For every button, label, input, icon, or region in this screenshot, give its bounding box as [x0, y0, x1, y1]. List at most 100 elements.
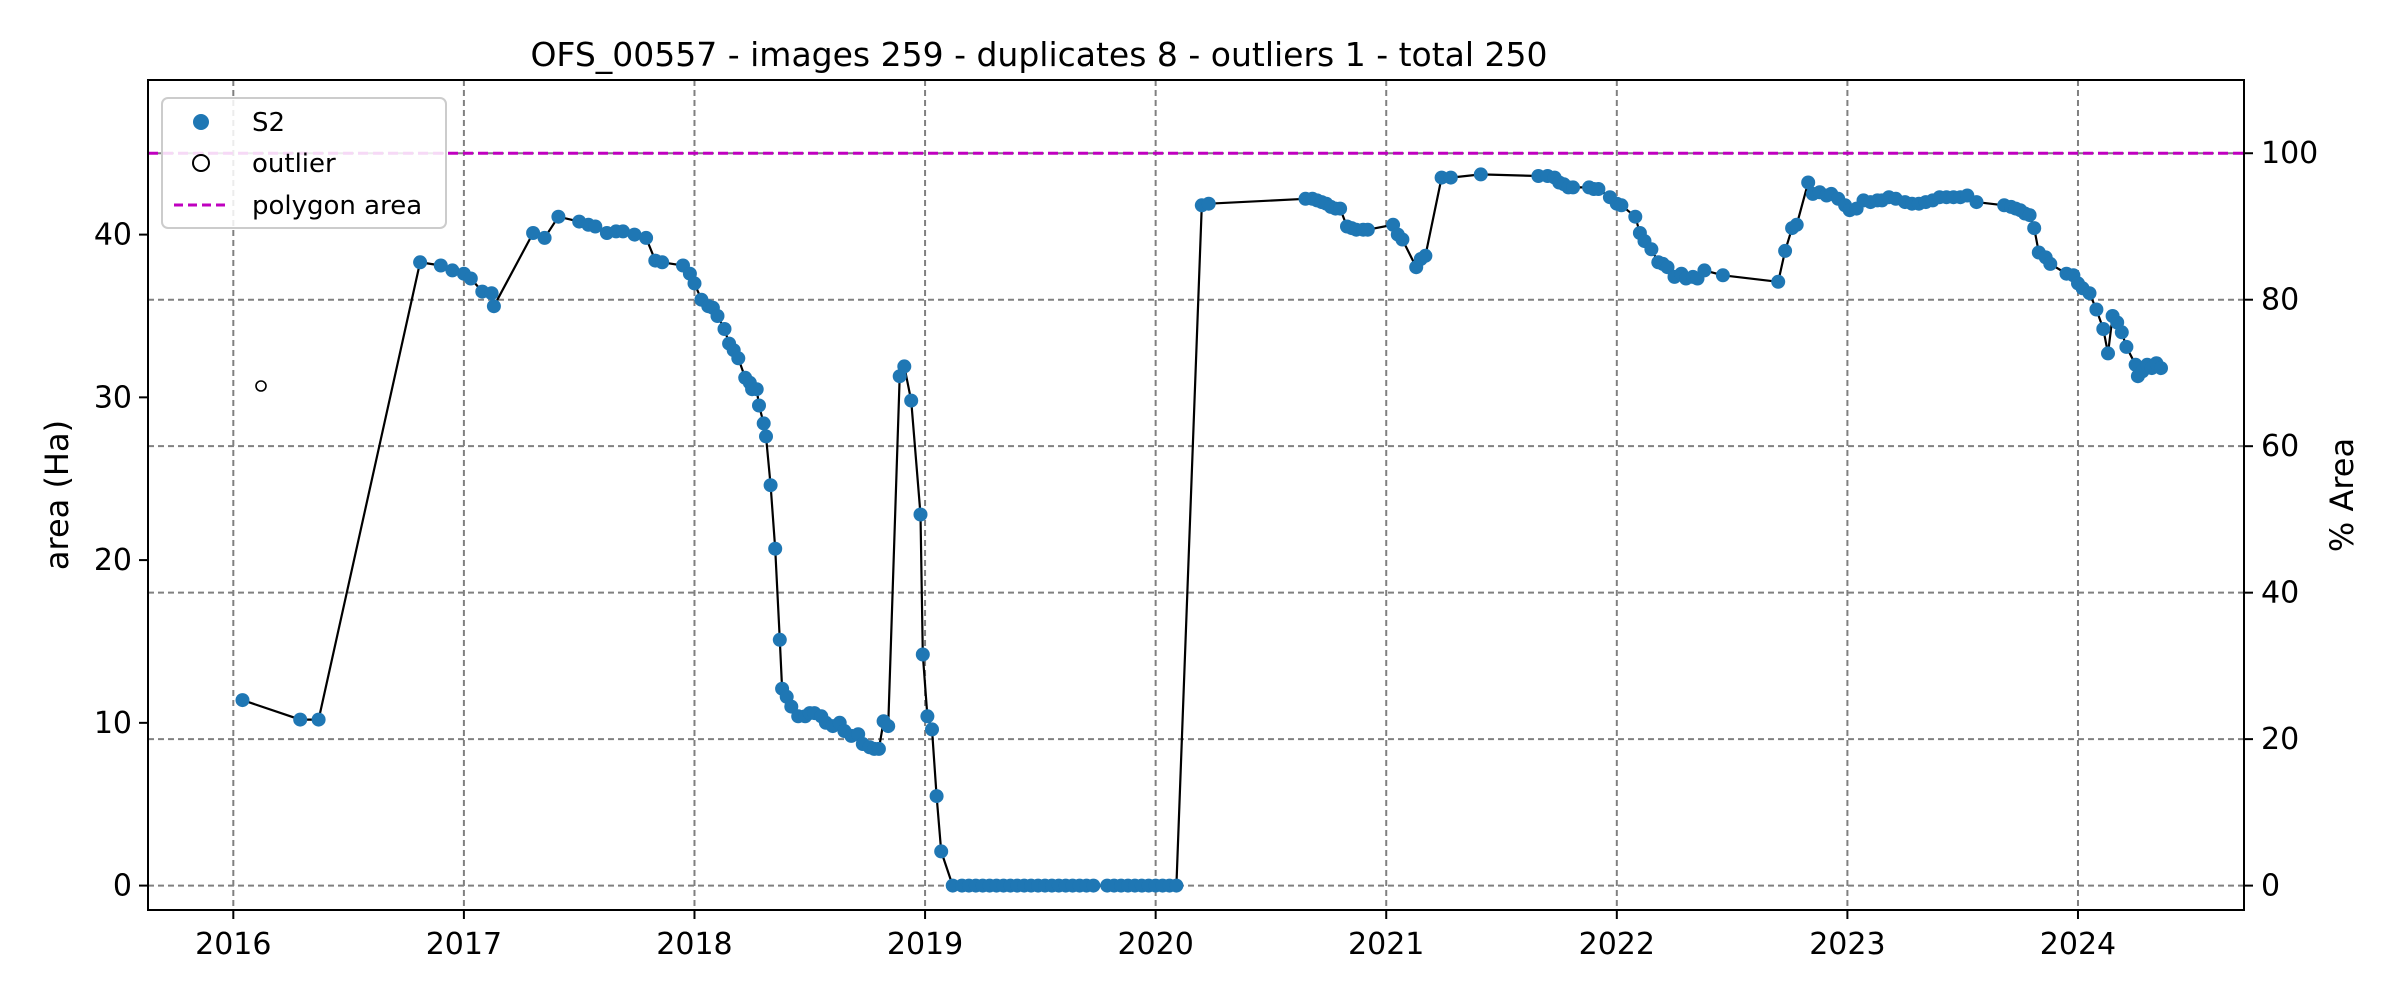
data-point: [759, 429, 773, 444]
data-point: [1628, 209, 1643, 224]
data-point: [1801, 175, 1816, 190]
data-point: [731, 351, 746, 366]
data-point: [2027, 221, 2042, 236]
y2-tick-label: 80: [2261, 283, 2299, 318]
data-point: [710, 309, 725, 323]
y-tick-label: 40: [94, 218, 132, 253]
x-tick-label: 2016: [195, 927, 271, 962]
data-point: [235, 693, 250, 708]
data-point: [763, 478, 778, 493]
data-point: [616, 224, 630, 239]
data-point: [1771, 274, 1786, 289]
data-point: [1201, 196, 1216, 211]
data-point: [311, 712, 326, 727]
y2-tick-label: 100: [2261, 136, 2318, 171]
data-point: [717, 322, 732, 336]
data-point: [772, 632, 787, 647]
x-tick-label: 2024: [2040, 927, 2116, 962]
data-point: [537, 230, 552, 245]
data-point: [913, 507, 928, 522]
legend-label-polygon: polygon area: [252, 191, 422, 221]
series-line: [242, 173, 2162, 887]
data-point: [752, 398, 766, 413]
data-point: [2096, 322, 2111, 336]
x-tick-label: 2020: [1117, 927, 1193, 962]
plot-frame: [147, 79, 2245, 911]
data-point: [1644, 242, 1659, 257]
data-point: [2154, 361, 2168, 376]
y2-tick-label: 0: [2261, 869, 2280, 904]
x-tick-label: 2019: [887, 927, 963, 962]
data-point: [1697, 263, 1712, 278]
y-tick-label: 0: [113, 869, 132, 904]
data-point: [934, 844, 949, 859]
data-point: [2089, 302, 2104, 317]
data-point: [881, 719, 896, 734]
data-point: [929, 789, 944, 804]
data-point: [1614, 198, 1629, 213]
data-point: [1418, 248, 1433, 263]
x-axis: 2016 2017 2018 2019 2020 2021 2022 2023 2024: [195, 910, 2116, 962]
y-tick-label: 20: [94, 543, 132, 578]
data-point: [1591, 182, 1606, 196]
x-tick-label: 2023: [1809, 927, 1885, 962]
chart-title: OFS_00557 - images 259 - duplicates 8 - …: [530, 35, 1547, 74]
data-point: [463, 271, 478, 286]
data-point: [2022, 208, 2037, 223]
data-point: [526, 226, 541, 240]
data-point: [1778, 243, 1793, 258]
data-point: [871, 741, 886, 756]
x-tick-label: 2018: [656, 927, 732, 962]
data-point: [1360, 222, 1375, 237]
legend-box: [161, 97, 447, 229]
data-point: [925, 722, 939, 737]
data-point: [1473, 167, 1488, 182]
legend-marker-s2: [193, 114, 209, 130]
legend-marker-outlier: [192, 154, 210, 172]
data-point: [627, 227, 642, 242]
data-point: [897, 359, 912, 374]
y-axis-right: 0 20 40 60 80 100: [2244, 136, 2318, 904]
x-tick-label: 2017: [426, 927, 502, 962]
data-point: [2082, 286, 2097, 301]
data-point: [639, 230, 654, 245]
data-point: [655, 255, 670, 270]
grid: [148, 80, 2244, 910]
data-point: [484, 286, 499, 301]
legend-label-outlier: outlier: [252, 149, 336, 179]
data-point: [2114, 325, 2129, 340]
data-point: [1566, 180, 1580, 195]
data-point: [433, 258, 448, 273]
legend: S2 outlier polygon area: [161, 97, 447, 229]
outlier-points: [255, 380, 267, 392]
data-point: [2119, 339, 2134, 354]
data-point: [1660, 260, 1675, 275]
y2-tick-label: 60: [2261, 429, 2299, 464]
data-point: [2043, 256, 2058, 271]
data-point: [486, 299, 501, 314]
data-point: [756, 416, 771, 431]
y2-tick-label: 20: [2261, 722, 2299, 757]
x-tick-label: 2021: [1348, 927, 1424, 962]
y-axis-left: 0 10 20 30 40: [94, 218, 148, 904]
data-point: [1395, 232, 1410, 247]
data-point: [687, 276, 702, 291]
y-tick-label: 10: [94, 706, 132, 741]
data-point: [1333, 201, 1348, 216]
data-point: [768, 541, 783, 556]
data-point: [920, 709, 935, 724]
y-axis-label: area (Ha): [38, 420, 76, 570]
y-tick-label: 30: [94, 380, 132, 415]
data-point: [445, 263, 460, 278]
data-point: [1789, 217, 1804, 232]
data-point: [413, 255, 428, 270]
data-point: [588, 219, 603, 234]
data-point: [1715, 268, 1730, 283]
data-point: [784, 699, 799, 714]
data-point: [551, 209, 566, 224]
data-point: [293, 712, 308, 727]
outlier-point: [255, 380, 267, 392]
series-s2: [235, 167, 2168, 893]
data-point: [2101, 346, 2115, 361]
